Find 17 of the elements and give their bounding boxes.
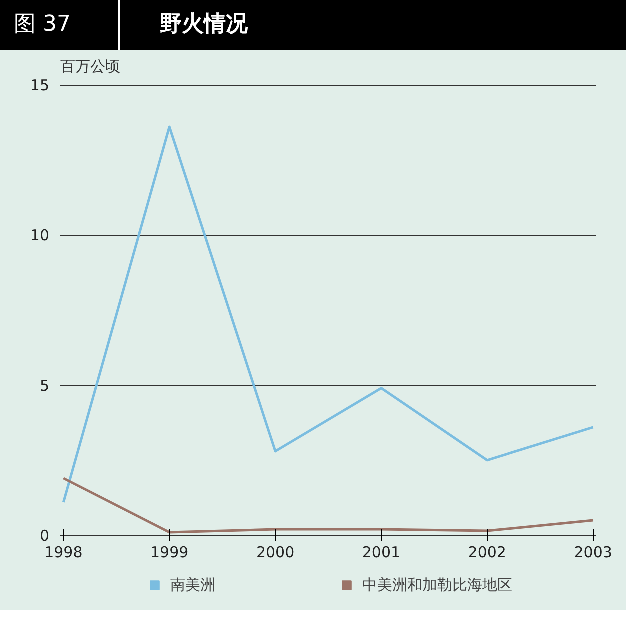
y-tick-label: 15 [30, 76, 50, 95]
caption: 图 37 [0, 0, 120, 50]
chart-title: 野火情况 [159, 11, 248, 40]
x-tick-label: 2003 [574, 544, 612, 562]
legend-label: 中美洲和加勒比海地区 [362, 576, 512, 594]
y-tick-label: 5 [40, 376, 50, 395]
y-axis-title: 百万公顷 [60, 58, 120, 76]
line-series [62, 126, 595, 504]
y-tick-label: 10 [30, 226, 50, 245]
legend-label: 南美洲 [170, 576, 216, 594]
x-tick-label: 1998 [44, 544, 83, 562]
x-tick-label: 2001 [362, 544, 401, 562]
line-series [62, 477, 595, 534]
y-tick-label: 0 [40, 527, 50, 545]
x-tick-label: 2002 [468, 544, 506, 562]
x-tick-label: 1999 [150, 544, 189, 562]
x-tick-label: 2000 [256, 544, 295, 562]
